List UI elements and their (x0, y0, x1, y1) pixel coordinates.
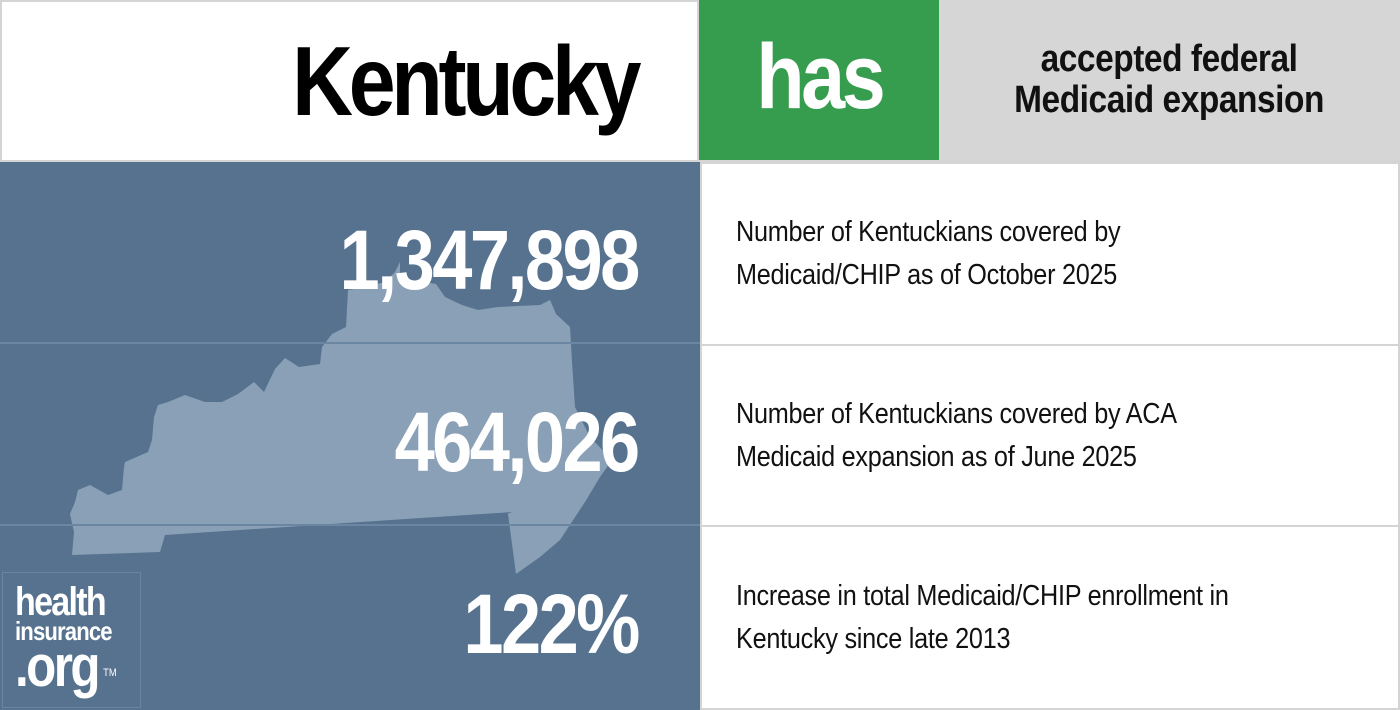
description-text: Increase in total Medicaid/CHIP enrollme… (736, 575, 1312, 661)
description-row: Number of Kentuckians covered by Medicai… (702, 164, 1398, 344)
headline-cell: accepted federal Medicaid expansion (939, 0, 1400, 160)
healthinsurance-org-logo: health insurance .org TM (2, 572, 141, 708)
descriptions-panel: Number of Kentuckians covered by Medicai… (700, 162, 1398, 708)
status-word: has (755, 26, 885, 128)
description-line: Number of Kentuckians covered by (736, 216, 1121, 248)
trademark-symbol: TM (103, 667, 117, 679)
description-line: Increase in total Medicaid/CHIP enrollme… (736, 579, 1229, 612)
expansion-status-badge: has (699, 0, 939, 160)
logo-line-org: .org TM (15, 638, 117, 696)
state-name: Kentucky (292, 26, 641, 136)
description-text: Number of Kentuckians covered by Medicai… (736, 211, 1312, 297)
logo-org-text: .org (15, 634, 100, 699)
description-line: Medicaid/CHIP as of October 2025 (736, 259, 1118, 291)
headline: accepted federal Medicaid expansion (1015, 39, 1325, 121)
description-line: Medicaid expansion as of June 2025 (736, 440, 1137, 473)
logo-line-health: health (15, 580, 107, 624)
description-line: Number of Kentuckians covered by ACA (736, 397, 1177, 430)
headline-line-1: accepted federal (1041, 38, 1298, 80)
kentucky-map-icon (70, 262, 612, 574)
description-row: Number of Kentuckians covered by ACA Med… (702, 346, 1398, 525)
stat-enrollment-increase: 122% (463, 577, 641, 671)
row-divider (0, 524, 700, 526)
stats-panel: 1,347,898 464,026 122% health insurance … (0, 162, 700, 710)
description-line: Kentucky since late 2013 (736, 622, 1011, 655)
description-text: Number of Kentuckians covered by ACA Med… (736, 393, 1312, 479)
description-row: Increase in total Medicaid/CHIP enrollme… (702, 527, 1398, 708)
state-name-cell: Kentucky (2, 2, 697, 160)
logo-line-insurance: insurance (15, 616, 113, 646)
headline-line-2: Medicaid expansion (1014, 79, 1325, 121)
row-divider (0, 342, 700, 344)
stat-medicaid-chip-enrollment: 1,347,898 (339, 213, 641, 307)
stat-aca-expansion-enrollment: 464,026 (394, 395, 641, 489)
